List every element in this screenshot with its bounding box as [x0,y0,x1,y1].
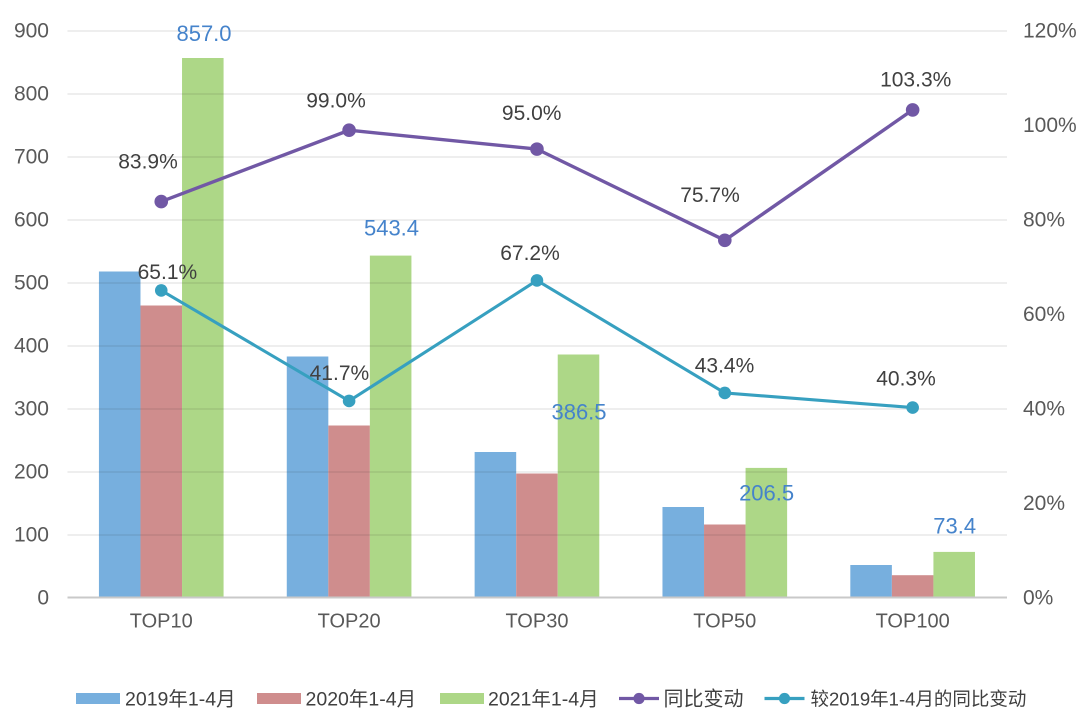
svg-text:700: 700 [14,145,49,168]
svg-text:400: 400 [14,334,49,357]
svg-text:857.0: 857.0 [176,21,231,46]
svg-text:同比变动: 同比变动 [664,688,744,711]
svg-text:41.7%: 41.7% [310,362,370,385]
svg-text:65.1%: 65.1% [138,261,198,284]
svg-text:73.4: 73.4 [933,514,976,539]
svg-text:2021年1-4月: 2021年1-4月 [488,689,599,711]
svg-text:100%: 100% [1023,114,1077,137]
svg-text:80%: 80% [1023,208,1065,231]
svg-text:300: 300 [14,397,49,420]
svg-text:20%: 20% [1023,492,1065,515]
svg-text:0: 0 [37,586,49,609]
svg-text:103.3%: 103.3% [880,69,951,92]
svg-text:120%: 120% [1023,19,1077,42]
svg-text:TOP10: TOP10 [130,611,193,633]
svg-text:TOP50: TOP50 [693,611,756,633]
svg-text:600: 600 [14,208,49,231]
svg-text:206.5: 206.5 [739,481,794,506]
svg-text:2020年1-4月: 2020年1-4月 [306,689,417,711]
svg-text:40.3%: 40.3% [876,368,936,391]
svg-text:386.5: 386.5 [551,400,606,425]
svg-text:95.0%: 95.0% [502,102,562,125]
svg-text:83.9%: 83.9% [118,151,178,174]
svg-text:60%: 60% [1023,303,1065,326]
svg-text:200: 200 [14,460,49,483]
svg-text:543.4: 543.4 [364,216,419,241]
svg-text:TOP20: TOP20 [318,611,381,633]
svg-text:100: 100 [14,523,49,546]
svg-text:40%: 40% [1023,397,1065,420]
svg-text:900: 900 [14,19,49,42]
svg-text:TOP100: TOP100 [876,611,950,633]
svg-text:99.0%: 99.0% [306,90,366,113]
svg-text:TOP30: TOP30 [505,611,568,633]
svg-text:500: 500 [14,271,49,294]
svg-text:较2019年1-4月的同比变动: 较2019年1-4月的同比变动 [811,689,1027,710]
svg-text:0%: 0% [1023,586,1053,609]
svg-text:2019年1-4月: 2019年1-4月 [125,689,236,711]
svg-text:800: 800 [14,82,49,105]
svg-text:75.7%: 75.7% [680,184,740,207]
svg-text:67.2%: 67.2% [500,242,560,265]
svg-text:43.4%: 43.4% [695,355,755,378]
